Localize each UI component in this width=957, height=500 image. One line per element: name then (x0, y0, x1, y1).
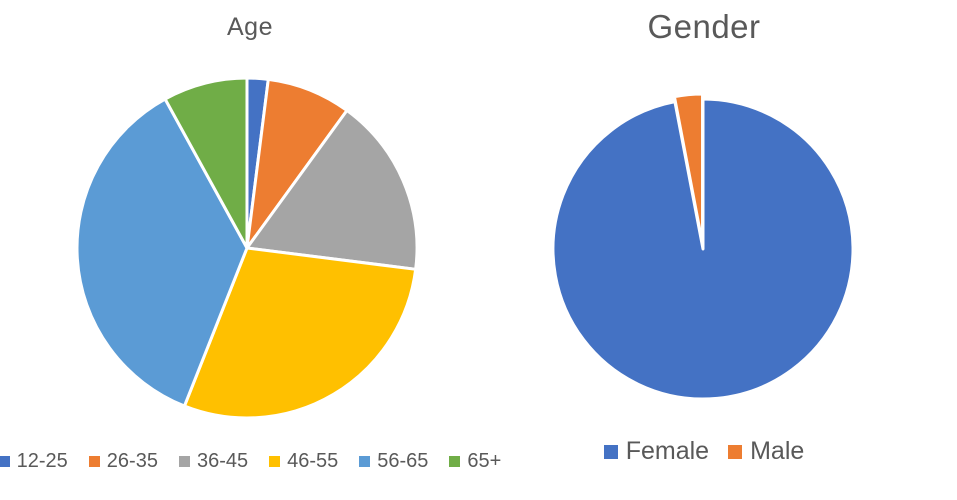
pie-slice-46-55[interactable] (182, 246, 418, 420)
legend-swatch-icon (359, 455, 371, 467)
legend-label: 36-45 (196, 450, 249, 472)
legend-swatch-icon (449, 455, 461, 467)
legend-swatch-icon (88, 455, 100, 467)
gender-chart: Gender Female Male (496, 0, 912, 500)
legend-label: 56-65 (377, 450, 429, 472)
legend-item-46-55[interactable]: 46-55 (269, 450, 338, 472)
legend-label: 65+ (467, 450, 502, 472)
legend-item-56-65[interactable]: 56-65 (359, 450, 428, 472)
pie-slice-male[interactable] (672, 92, 705, 246)
legend-swatch-icon (728, 444, 743, 459)
legend-swatch-icon (0, 455, 10, 467)
legend-item-12-25[interactable]: 12-25 (0, 450, 68, 472)
legend-item-female[interactable]: Female (603, 437, 710, 466)
pie-slice-female[interactable] (551, 97, 855, 401)
legend-item-26-35[interactable]: 26-35 (88, 450, 158, 472)
legend-label: 26-35 (106, 450, 158, 472)
legend-label: Female (625, 437, 710, 465)
age-chart: Age 12-25 26-35 36-45 46-55 56-65 65+ (0, 13, 501, 472)
age-pie (75, 76, 419, 420)
legend-label: Male (750, 437, 805, 465)
age-legend: 12-25 26-35 36-45 46-55 56-65 65+ (0, 450, 501, 472)
legend-item-36-45[interactable]: 36-45 (178, 450, 249, 472)
pie-slice-56-65[interactable] (75, 97, 249, 408)
age-chart-title: Age (227, 13, 273, 41)
pie-slice-65-[interactable] (163, 76, 249, 250)
legend-item-male[interactable]: Male (728, 437, 805, 466)
gender-legend: Female Male (496, 437, 912, 466)
gender-pie (551, 92, 855, 401)
legend-label: 46-55 (287, 450, 339, 472)
legend-label: 12-25 (16, 450, 68, 472)
legend-swatch-icon (269, 455, 281, 467)
gender-chart-title: Gender (647, 8, 761, 45)
legend-item-65-[interactable]: 65+ (449, 450, 501, 472)
pie-slice-36-45[interactable] (245, 108, 419, 271)
legend-swatch-icon (603, 444, 618, 459)
legend-swatch-icon (178, 455, 190, 467)
